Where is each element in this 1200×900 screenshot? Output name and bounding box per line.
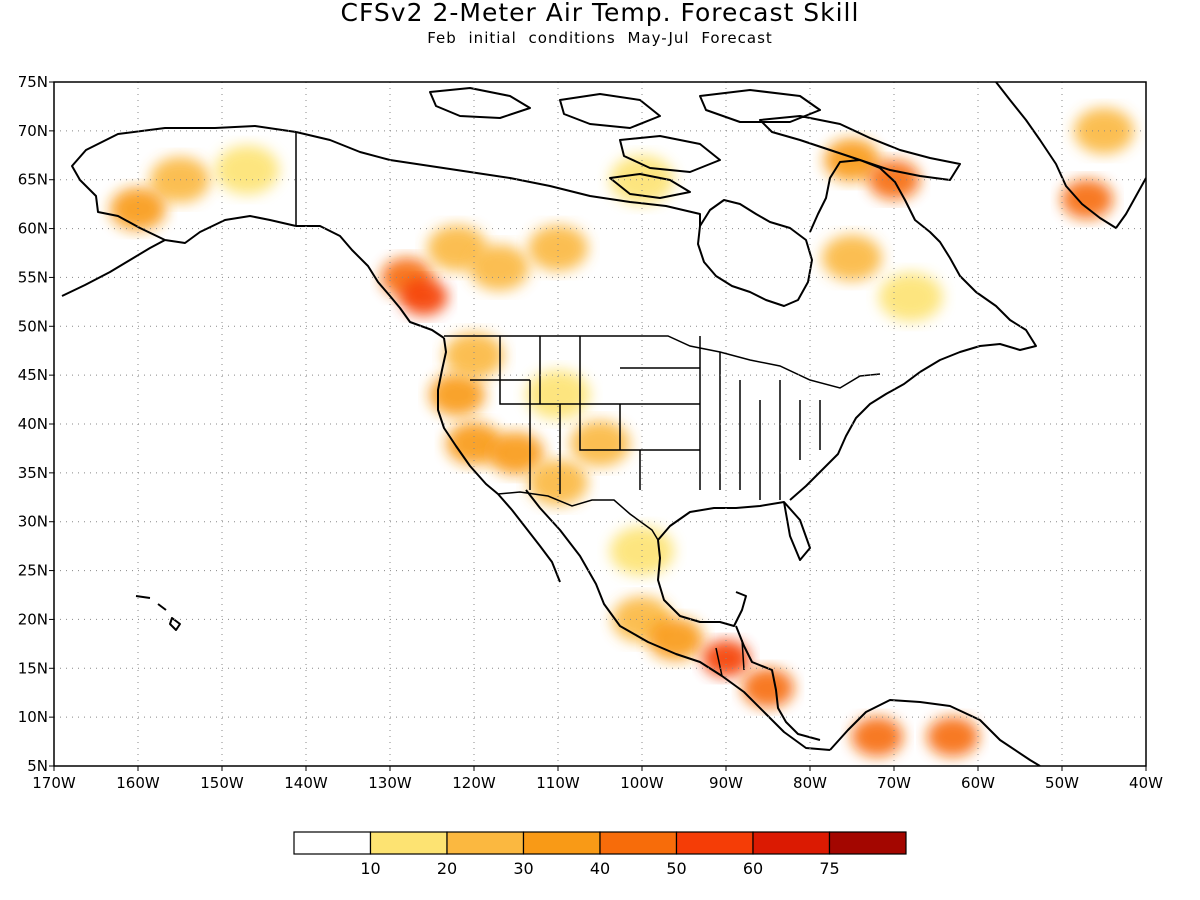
colorbar-label-60: 60 — [743, 859, 763, 878]
map-subtitle: Feb initial conditions May-Jul Forecast — [427, 29, 773, 47]
coastline-canada-atlantic — [809, 159, 1037, 373]
skill-region-27 — [1061, 179, 1114, 220]
lat-tick-label: 50N — [18, 317, 48, 335]
lat-tick-label: 20N — [18, 610, 48, 628]
lat-tick-label: 35N — [18, 464, 48, 482]
lat-tick-label: 60N — [18, 220, 48, 238]
skill-region-4 — [399, 278, 448, 316]
border-mexico-central-america — [715, 639, 745, 677]
skill-region-20 — [851, 716, 904, 757]
lat-tick-label: 70N — [18, 122, 48, 140]
skill-region-21 — [926, 716, 979, 757]
gridlines — [54, 82, 1146, 766]
colorbar-label-40: 40 — [590, 859, 610, 878]
lon-tick-label: 160W — [116, 774, 160, 792]
lat-tick-label: 65N — [18, 171, 48, 189]
lat-tick-label: 55N — [18, 268, 48, 286]
lon-tick-label: 80W — [793, 774, 827, 792]
coastlines — [61, 82, 1146, 766]
lat-tick-label: 15N — [18, 659, 48, 677]
skill-region-2 — [110, 187, 166, 231]
colorbar-swatch-3 — [522, 831, 601, 855]
colorbar-swatch-7 — [828, 831, 907, 855]
lat-tick-label: 75N — [18, 73, 48, 91]
colorbar-swatch-5 — [675, 831, 754, 855]
colorbar-swatch-6 — [752, 831, 831, 855]
coastline-mexico-pacific — [497, 489, 831, 751]
colorbar-swatch-2 — [446, 831, 525, 855]
latitude-ticks: 5N 10N 15N 20N 25N 30N 35N 40N 45N 50N 55N 60N 65N 70… — [18, 73, 54, 775]
lat-tick-label: 30N — [18, 513, 48, 531]
colorbar-label-10: 10 — [360, 859, 380, 878]
skill-region-8 — [429, 373, 486, 417]
skill-region-7 — [528, 225, 588, 272]
lon-tick-label: 130W — [368, 774, 412, 792]
border-states — [470, 336, 821, 500]
lat-tick-label: 25N — [18, 562, 48, 580]
skill-region-14 — [444, 332, 504, 379]
coastline-south-america — [829, 699, 1041, 766]
colorbar-label-20: 20 — [437, 859, 457, 878]
lon-tick-label: 60W — [961, 774, 995, 792]
colorbar-swatch-4 — [599, 831, 678, 855]
longitude-ticks: 170W 160W 150W 140W 130W 120W 110W 100W 90W 80W 70… — [32, 766, 1163, 792]
map-title: CFSv2 2-Meter Air Temp. Forecast Skill — [340, 0, 860, 27]
lon-tick-label: 110W — [536, 774, 580, 792]
lon-tick-label: 140W — [284, 774, 328, 792]
coastline-central-america — [735, 625, 821, 741]
border-us-canada — [444, 335, 881, 389]
skill-region-13 — [570, 420, 630, 467]
skill-region-6 — [469, 244, 530, 291]
coastline-arctic — [295, 131, 701, 226]
coastline-alaska — [61, 125, 297, 297]
lon-tick-label: 90W — [709, 774, 743, 792]
lat-tick-label: 40N — [18, 415, 48, 433]
lon-tick-label: 40W — [1129, 774, 1163, 792]
border-us-mexico — [497, 491, 659, 541]
lon-tick-label: 50W — [1045, 774, 1079, 792]
lat-tick-label: 10N — [18, 708, 48, 726]
skill-region-19 — [742, 667, 794, 708]
coastline-arctic-islands — [429, 87, 961, 199]
lon-tick-label: 120W — [452, 774, 496, 792]
colorbar-label-75: 75 — [819, 859, 839, 878]
coastline-us-west — [437, 337, 499, 495]
skill-region-1 — [215, 145, 280, 195]
colorbar-swatch-0 — [293, 831, 372, 855]
skill-region-11 — [528, 459, 588, 506]
colorbar: 10 20 30 40 50 60 75 — [293, 831, 907, 878]
coastline-british-columbia — [296, 225, 445, 339]
skill-region-17 — [647, 617, 704, 661]
lon-tick-label: 70W — [877, 774, 911, 792]
colorbar-label-50: 50 — [666, 859, 686, 878]
lon-tick-label: 170W — [32, 774, 76, 792]
coastline-hudson-bay — [697, 199, 813, 307]
coastline-hawaii — [135, 595, 181, 631]
lat-tick-label: 45N — [18, 366, 48, 384]
colorbar-label-30: 30 — [513, 859, 533, 878]
lat-tick-label: 5N — [27, 757, 48, 775]
skill-region-23 — [878, 272, 943, 322]
skill-region-9 — [446, 422, 502, 466]
political-borders — [295, 132, 881, 677]
skill-region-22 — [822, 234, 882, 281]
coastline-gulf-east — [657, 371, 921, 627]
lon-tick-label: 150W — [200, 774, 244, 792]
coastline-greenland — [995, 82, 1146, 229]
lon-tick-label: 100W — [620, 774, 664, 792]
colorbar-swatch-1 — [369, 831, 448, 855]
